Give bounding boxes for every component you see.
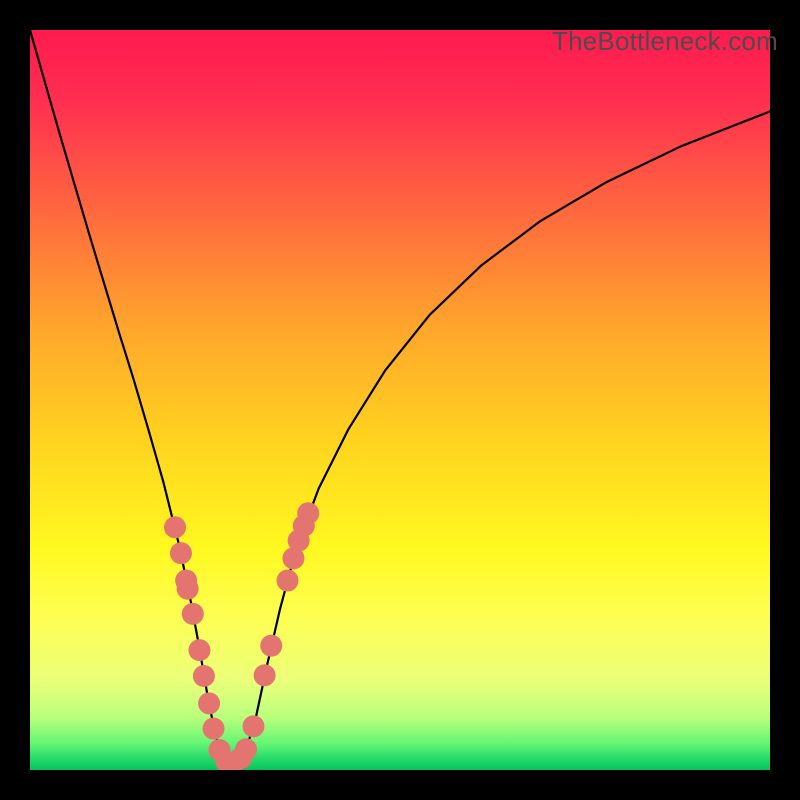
data-markers [164,502,319,770]
data-marker [164,516,186,538]
data-marker [260,635,282,657]
chart-overlay [30,30,770,770]
data-marker [177,578,199,600]
plot-area [30,30,770,770]
data-marker [182,603,204,625]
data-marker [193,665,215,687]
data-marker [235,738,257,760]
data-marker [188,639,210,661]
data-marker [254,664,276,686]
data-marker [242,715,264,737]
data-marker [297,502,319,524]
data-marker [170,542,192,564]
data-marker [203,718,225,740]
bottleneck-curve [30,30,770,764]
stage: TheBottleneck.com [0,0,800,800]
watermark-text: TheBottleneck.com [552,26,778,57]
data-marker [277,570,299,592]
data-marker [198,692,220,714]
